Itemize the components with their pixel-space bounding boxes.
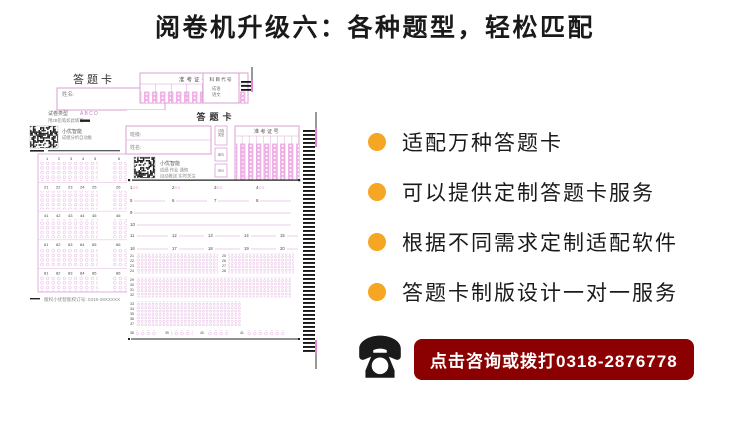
svg-text:座位: 座位 xyxy=(218,152,224,157)
svg-text:22: 22 xyxy=(56,185,61,190)
svg-text:10: 10 xyxy=(130,222,135,227)
svg-text:29: 29 xyxy=(130,278,134,282)
svg-text:45: 45 xyxy=(92,213,97,218)
svg-text:41: 41 xyxy=(240,331,244,335)
svg-text:23: 23 xyxy=(68,185,73,190)
svg-text:41: 41 xyxy=(44,213,49,218)
svg-text:20: 20 xyxy=(280,246,285,251)
svg-text:答题卡: 答题卡 xyxy=(195,111,235,122)
svg-text:A B C D: A B C D xyxy=(80,111,98,117)
svg-text:39: 39 xyxy=(165,331,169,335)
svg-text:28: 28 xyxy=(222,269,226,273)
svg-text:46: 46 xyxy=(116,213,121,218)
svg-text:62: 62 xyxy=(56,242,61,247)
svg-text:84: 84 xyxy=(80,270,85,275)
svg-text:语文: 语文 xyxy=(212,91,221,98)
svg-text:18: 18 xyxy=(208,246,213,251)
svg-text:25: 25 xyxy=(92,185,97,190)
svg-text:答题卡: 答题卡 xyxy=(73,72,115,86)
svg-text:16: 16 xyxy=(130,246,135,251)
svg-text:自动推送 实时关注: 自动推送 实时关注 xyxy=(160,173,196,180)
svg-text:17: 17 xyxy=(172,246,177,251)
svg-text:33: 33 xyxy=(130,302,134,306)
svg-text:85: 85 xyxy=(92,270,97,275)
svg-text:成绩分析自动推: 成绩分析自动推 xyxy=(62,134,93,141)
svg-text:试卷类型: 试卷类型 xyxy=(48,110,68,117)
svg-text:24: 24 xyxy=(130,269,134,273)
svg-text:26: 26 xyxy=(222,259,226,263)
svg-text:21: 21 xyxy=(130,254,134,258)
svg-text:34: 34 xyxy=(130,307,134,311)
svg-text:成语: 成语 xyxy=(212,85,221,92)
svg-text:19: 19 xyxy=(244,246,249,251)
svg-text:小优智能: 小优智能 xyxy=(62,128,82,135)
svg-text:成绩 作业 通知: 成绩 作业 通知 xyxy=(160,167,188,174)
svg-text:11: 11 xyxy=(130,233,135,238)
svg-text:14: 14 xyxy=(244,233,249,238)
svg-text:65: 65 xyxy=(92,242,97,247)
svg-text:82: 82 xyxy=(56,270,61,275)
svg-text:83: 83 xyxy=(68,270,73,275)
svg-text:43: 43 xyxy=(68,213,73,218)
svg-text:30: 30 xyxy=(130,283,134,287)
svg-text:类型: 类型 xyxy=(218,132,225,137)
svg-text:15: 15 xyxy=(280,233,285,238)
svg-text:32: 32 xyxy=(130,293,134,297)
svg-text:86: 86 xyxy=(116,270,121,275)
svg-text:科目代号: 科目代号 xyxy=(209,76,232,83)
svg-text:24: 24 xyxy=(80,185,85,190)
svg-text:38: 38 xyxy=(130,331,134,335)
svg-text:准考证号: 准考证号 xyxy=(254,128,280,135)
svg-text:64: 64 xyxy=(80,242,85,247)
svg-text:66: 66 xyxy=(116,242,121,247)
svg-text:26: 26 xyxy=(116,185,121,190)
svg-text:13: 13 xyxy=(208,233,213,238)
svg-text:版权小优智能校订号: 0318-28XXXXX: 版权小优智能校订号: 0318-28XXXXX xyxy=(44,296,120,303)
svg-text:42: 42 xyxy=(56,213,61,218)
svg-text:用2B铅笔如此填写: 用2B铅笔如此填写 xyxy=(48,117,83,124)
svg-text:12: 12 xyxy=(172,233,177,238)
svg-text:小优智能: 小优智能 xyxy=(160,160,180,167)
svg-text:得分: 得分 xyxy=(218,168,224,173)
svg-text:27: 27 xyxy=(222,264,226,268)
svg-text:姓名:: 姓名: xyxy=(62,90,75,98)
svg-text:22: 22 xyxy=(130,259,134,263)
svg-text:31: 31 xyxy=(130,288,134,292)
svg-text:21: 21 xyxy=(44,185,49,190)
svg-text:63: 63 xyxy=(68,242,73,247)
svg-text:61: 61 xyxy=(44,242,49,247)
svg-text:23: 23 xyxy=(130,264,134,268)
svg-text:37: 37 xyxy=(130,322,134,326)
svg-text:25: 25 xyxy=(222,254,226,258)
svg-text:81: 81 xyxy=(44,270,49,275)
svg-text:班级:: 班级: xyxy=(130,131,141,138)
svg-text:44: 44 xyxy=(80,213,85,218)
svg-text:36: 36 xyxy=(130,317,134,321)
svg-text:40: 40 xyxy=(200,331,204,335)
svg-text:姓名:: 姓名: xyxy=(130,144,141,151)
svg-text:35: 35 xyxy=(130,312,134,316)
